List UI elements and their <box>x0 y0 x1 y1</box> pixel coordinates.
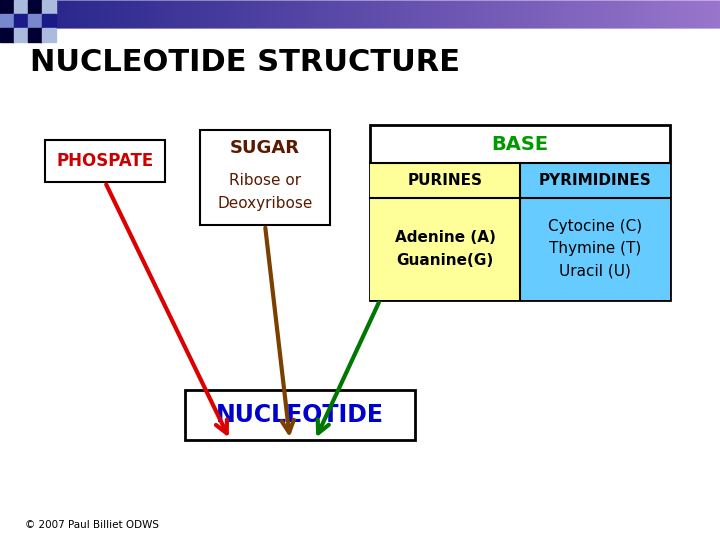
Text: NUCLEOTIDE: NUCLEOTIDE <box>216 403 384 427</box>
Bar <box>0 28 14 42</box>
FancyBboxPatch shape <box>520 198 670 300</box>
Text: Adenine (A)
Guanine(G): Adenine (A) Guanine(G) <box>395 231 495 268</box>
Text: Cytocine (C)
Thymine (T)
Uracil (U): Cytocine (C) Thymine (T) Uracil (U) <box>548 219 642 279</box>
Text: SUGAR: SUGAR <box>230 139 300 157</box>
FancyBboxPatch shape <box>370 198 520 300</box>
Bar <box>42 0 56 14</box>
Text: BASE: BASE <box>492 134 549 153</box>
FancyBboxPatch shape <box>370 125 670 300</box>
FancyBboxPatch shape <box>520 163 670 198</box>
Bar <box>14 0 28 14</box>
Text: PURINES: PURINES <box>408 173 482 188</box>
Bar <box>0 14 14 28</box>
Text: PHOSPATE: PHOSPATE <box>56 152 153 170</box>
Bar <box>28 28 42 42</box>
Bar <box>42 28 56 42</box>
Bar <box>0 0 14 14</box>
Text: © 2007 Paul Billiet ODWS: © 2007 Paul Billiet ODWS <box>25 520 159 530</box>
Text: PYRIMIDINES: PYRIMIDINES <box>539 173 652 188</box>
Bar <box>28 0 42 14</box>
Text: NUCLEOTIDE STRUCTURE: NUCLEOTIDE STRUCTURE <box>30 48 460 77</box>
Bar <box>14 28 28 42</box>
Bar <box>14 14 28 28</box>
FancyBboxPatch shape <box>370 163 520 198</box>
FancyBboxPatch shape <box>200 130 330 225</box>
FancyBboxPatch shape <box>185 390 415 440</box>
Text: Ribose or
Deoxyribose: Ribose or Deoxyribose <box>217 173 312 211</box>
Bar <box>28 14 42 28</box>
Bar <box>42 14 56 28</box>
FancyBboxPatch shape <box>45 140 165 182</box>
